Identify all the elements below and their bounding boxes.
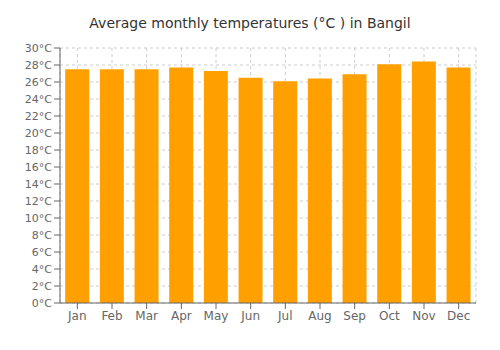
svg-text:26°C: 26°C [25, 76, 52, 89]
svg-text:Feb: Feb [101, 309, 122, 323]
svg-text:Dec: Dec [447, 309, 470, 323]
svg-text:Aug: Aug [308, 309, 331, 323]
svg-text:8°C: 8°C [32, 229, 52, 242]
svg-text:20°C: 20°C [25, 127, 52, 140]
svg-text:16°C: 16°C [25, 161, 52, 174]
svg-text:2°C: 2°C [32, 280, 52, 293]
svg-text:24°C: 24°C [25, 93, 52, 106]
svg-text:Jul: Jul [277, 309, 292, 323]
svg-text:12°C: 12°C [25, 195, 52, 208]
svg-text:Nov: Nov [412, 309, 435, 323]
svg-text:Jan: Jan [67, 309, 87, 323]
svg-text:22°C: 22°C [25, 110, 52, 123]
svg-text:30°C: 30°C [25, 42, 52, 55]
svg-text:Jun: Jun [240, 309, 260, 323]
svg-text:Sep: Sep [343, 309, 366, 323]
svg-text:Apr: Apr [171, 309, 192, 323]
svg-text:6°C: 6°C [32, 246, 52, 259]
svg-text:0°C: 0°C [32, 297, 52, 310]
svg-text:28°C: 28°C [25, 59, 52, 72]
svg-text:Mar: Mar [135, 309, 158, 323]
html-text:Average monthly temperatures (: Average monthly temperatures (°C ) in Ba… [89, 15, 411, 31]
svg-text:4°C: 4°C [32, 263, 52, 276]
svg-text:Oct: Oct [379, 309, 400, 323]
svg-text:18°C: 18°C [25, 144, 52, 157]
svg-text:10°C: 10°C [25, 212, 52, 225]
svg-text:14°C: 14°C [25, 178, 52, 191]
svg-text:May: May [204, 309, 229, 323]
